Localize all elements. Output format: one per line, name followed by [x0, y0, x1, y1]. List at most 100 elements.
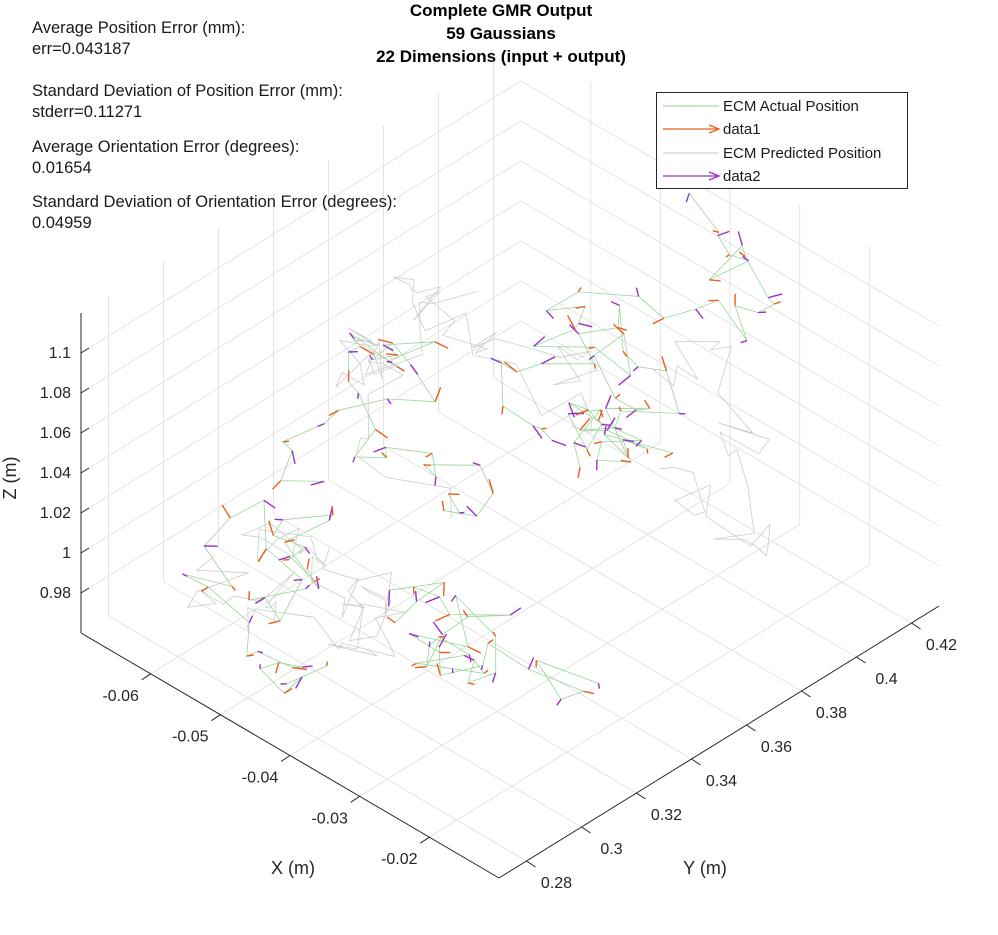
y-tick-label: 0.34: [706, 773, 737, 790]
data1-arrow: [588, 346, 595, 350]
data1-arrow: [448, 493, 460, 496]
grid-line: [273, 513, 692, 760]
data2-arrow: [578, 322, 593, 328]
data2-arrow: [459, 511, 465, 514]
legend-item-predicted: ECM Predicted Position: [657, 142, 907, 164]
data1-arrow: [282, 558, 290, 561]
data2-arrow: [490, 357, 502, 364]
orientation-std-label: Standard Deviation of Orientation Error …: [32, 193, 398, 211]
data1-arrow: [593, 363, 596, 369]
grid-line: [520, 240, 940, 487]
orientation-error-value: 0.01654: [32, 159, 92, 177]
data2-arrow: [568, 402, 576, 418]
orientation-std-value: 0.04959: [32, 214, 92, 232]
data2-arrow: [304, 546, 311, 554]
predicted-position-line: [187, 555, 405, 658]
x-tick-mark: [350, 795, 360, 803]
x-tick-mark: [141, 673, 151, 681]
grid-line: [80, 280, 522, 554]
data2-arrow: [597, 683, 600, 689]
data2-arrow: [737, 231, 743, 246]
data1-arrow: [618, 406, 622, 412]
legend-item-data1: data1: [657, 118, 907, 140]
data1-arrow: [664, 452, 674, 459]
data2-arrow: [509, 607, 522, 616]
y-axis-line: [498, 605, 940, 879]
data1-arrow: [613, 323, 625, 335]
data1-arrow: [586, 449, 591, 457]
data1-arrow: [644, 399, 651, 409]
data2-arrow: [466, 505, 478, 517]
data1-arrow: [620, 459, 632, 463]
data2-arrow: [414, 591, 418, 602]
x-tick-mark: [280, 755, 291, 762]
data2-arrow: [373, 446, 386, 453]
legend-label-data2: data2: [723, 168, 761, 185]
legend: ECM Actual Position data1 ECM Predicted …: [656, 92, 908, 189]
z-tick-mark: [80, 467, 90, 474]
x-tick-mark: [211, 714, 221, 722]
data1-arrow: [360, 346, 375, 356]
data1-arrow: [646, 448, 649, 454]
data1-arrow: [462, 610, 469, 618]
data1-arrow: [622, 350, 628, 357]
axis-layer: [80, 313, 940, 879]
legend-swatch-data1: [663, 124, 721, 134]
x-tick-label: -0.04: [242, 770, 279, 787]
y-tick-mark: [911, 622, 921, 630]
actual-position-line: [533, 192, 775, 458]
y-tick-label: 0.32: [651, 807, 682, 824]
data2-arrow: [293, 578, 303, 581]
data2-arrow: [742, 255, 750, 262]
data1-arrow: [221, 504, 231, 519]
data2-arrow: [695, 308, 704, 319]
data1-arrow: [441, 500, 445, 511]
position-error-value: err=0.043187: [32, 40, 131, 58]
z-tick-label: 0.98: [40, 585, 71, 602]
data1-arrow: [501, 406, 504, 415]
actual-position-line: [389, 582, 599, 700]
data2-arrow: [551, 439, 567, 447]
data1-arrow: [614, 393, 621, 400]
data1-arrow: [467, 646, 482, 654]
data1-arrow: [575, 409, 589, 416]
predicted-position-line: [240, 522, 393, 642]
data1-arrow: [386, 616, 396, 624]
data1-arrow: [661, 356, 668, 372]
data2-arrow: [409, 364, 419, 375]
grid-line: [429, 564, 870, 838]
data2-arrow: [622, 439, 635, 443]
data1-arrow: [328, 409, 339, 417]
data2-arrow: [382, 344, 394, 352]
chart-title-line-2: 59 Gaussians: [446, 24, 556, 43]
predicted-position-line: [652, 341, 771, 557]
z-tick-mark: [80, 547, 90, 554]
data2-arrow: [438, 633, 448, 648]
data2-arrow: [357, 392, 360, 399]
data2-arrow: [685, 192, 690, 203]
y-tick-label: 0.36: [761, 739, 792, 756]
grid-line: [520, 320, 940, 567]
data1-arrow: [725, 254, 730, 258]
z-tick-mark: [80, 507, 90, 514]
data2-arrow: [315, 576, 320, 590]
data1-arrow: [231, 585, 236, 591]
data1-arrow: [377, 338, 393, 344]
data2-arrow: [480, 665, 484, 671]
data1-arrow: [593, 441, 602, 445]
data2-arrow: [758, 311, 767, 314]
data1-arrow: [483, 669, 489, 674]
data1-arrow: [306, 558, 310, 570]
z-axis-label: Z (m): [0, 457, 20, 500]
data2-arrow: [432, 621, 444, 636]
data1-arrow: [375, 428, 389, 439]
data1-arrow: [386, 353, 398, 356]
z-tick-mark: [80, 427, 90, 434]
grid-line: [328, 479, 747, 726]
legend-label-predicted: ECM Predicted Position: [723, 145, 882, 162]
grid-line: [289, 483, 731, 756]
data1-arrow: [492, 631, 497, 637]
chart-title-line-1: Complete GMR Output: [409, 1, 593, 20]
data2-arrow: [740, 339, 748, 344]
z-tick-mark: [80, 587, 90, 594]
